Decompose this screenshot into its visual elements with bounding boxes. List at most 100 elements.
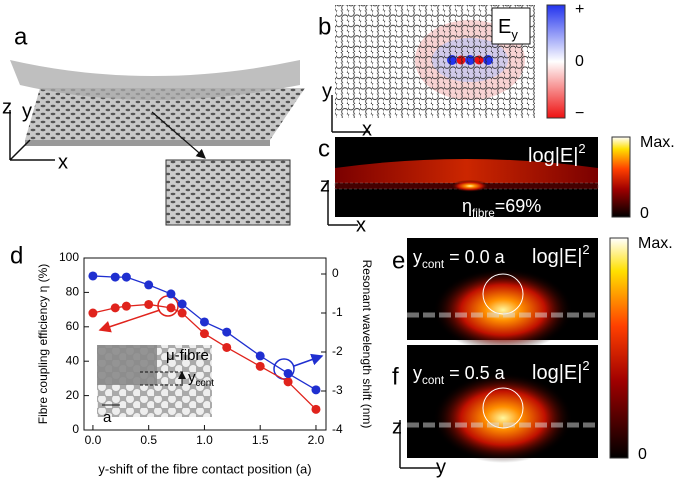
y-tick-label: 20 bbox=[66, 388, 80, 402]
plot-frame bbox=[83, 257, 327, 431]
colorbar-label: 0 bbox=[640, 205, 649, 222]
x-tick-label: 0.0 bbox=[85, 433, 102, 447]
efficiency-label-part: =69% bbox=[495, 196, 542, 216]
colorbar-label: Max. bbox=[640, 134, 675, 151]
y2-tick-label: -2 bbox=[332, 344, 343, 358]
y-tick-label: 100 bbox=[59, 250, 79, 264]
membrane-drawing bbox=[9, 60, 305, 226]
colorbar-label: Max. bbox=[638, 235, 673, 252]
axis-letter: y bbox=[436, 456, 446, 478]
y2-tick-label: 0 bbox=[332, 266, 339, 280]
intensity-map bbox=[334, 137, 599, 217]
data-point bbox=[110, 303, 120, 313]
colorbar-label: + bbox=[575, 1, 584, 18]
map-title: log|E|2 bbox=[532, 242, 590, 268]
axis-letter: y bbox=[322, 80, 332, 102]
y2-tick-label: -4 bbox=[332, 422, 343, 436]
x-tick-label: 1.5 bbox=[252, 433, 269, 447]
y2-tick-label: -3 bbox=[332, 383, 343, 397]
axis-letter: x bbox=[58, 151, 68, 173]
axes-icon bbox=[331, 95, 370, 133]
inset-label-part: cont bbox=[196, 378, 215, 389]
axes-icon bbox=[327, 180, 358, 226]
map-title-part: 2 bbox=[578, 141, 585, 156]
data-point bbox=[255, 351, 265, 361]
panel-label: a bbox=[14, 23, 28, 50]
y-tick-label: 40 bbox=[66, 353, 80, 367]
axis-letter: z bbox=[2, 96, 12, 118]
shift-label: ycont = 0.5 a bbox=[413, 363, 506, 387]
colorbar-label: 0 bbox=[638, 446, 647, 463]
colorbar bbox=[609, 237, 629, 459]
data-point bbox=[110, 272, 120, 282]
field-label-part: E bbox=[498, 16, 511, 38]
map-title: log|E|2 bbox=[532, 358, 590, 384]
panel-label: e bbox=[392, 247, 405, 274]
x-tick-label: 1.0 bbox=[196, 433, 213, 447]
data-point bbox=[144, 280, 154, 290]
shift-label-part: y bbox=[413, 363, 422, 383]
efficiency-label-part: η bbox=[462, 196, 472, 216]
colorbar-label: 0 bbox=[575, 53, 584, 70]
arrow bbox=[98, 309, 161, 333]
inset-label-part: y bbox=[188, 369, 196, 386]
data-point bbox=[283, 377, 293, 387]
data-point bbox=[88, 271, 98, 281]
y2-axis-label: Resonant wavelength shift (nm) bbox=[360, 260, 374, 429]
shift-label-part: y bbox=[413, 247, 422, 267]
data-point bbox=[166, 289, 176, 299]
data-point bbox=[283, 368, 293, 378]
data-point bbox=[311, 385, 321, 395]
data-point bbox=[255, 361, 265, 371]
y-tick-label: 0 bbox=[72, 422, 79, 436]
data-point bbox=[166, 303, 176, 313]
shift-label-part: cont bbox=[422, 374, 445, 387]
axes-icon bbox=[399, 420, 440, 469]
data-point bbox=[144, 299, 154, 309]
map-title-part: log|E| bbox=[532, 362, 582, 384]
inset-label: ycont bbox=[188, 369, 214, 389]
data-point bbox=[222, 327, 232, 337]
map-title-part: 2 bbox=[582, 358, 589, 373]
y2-tick-label: -1 bbox=[332, 305, 343, 319]
colorbar-label: − bbox=[575, 105, 584, 122]
field-label-part: y bbox=[511, 27, 518, 42]
inset-label: a bbox=[103, 409, 112, 426]
map-title-part: log|E| bbox=[528, 145, 578, 167]
map-title: log|E|2 bbox=[528, 141, 586, 167]
data-point bbox=[311, 404, 321, 414]
data-point bbox=[88, 308, 98, 318]
inset-label: μ-fibre bbox=[166, 347, 209, 364]
axis-letter: z bbox=[320, 174, 330, 196]
panel-label: f bbox=[392, 363, 399, 390]
data-point bbox=[121, 301, 131, 311]
panel-label: b bbox=[318, 13, 331, 40]
intensity-map bbox=[407, 345, 598, 463]
shift-label: ycont = 0.0 a bbox=[413, 247, 506, 271]
data-point bbox=[121, 272, 131, 282]
field-label: Ey bbox=[498, 16, 518, 42]
map-title-part: log|E| bbox=[532, 246, 582, 268]
map-title-part: 2 bbox=[582, 242, 589, 257]
efficiency-label: ηfibre=69% bbox=[462, 196, 541, 220]
colorbar bbox=[546, 4, 566, 119]
x-axis-label: y-shift of the fibre contact position (a… bbox=[98, 461, 311, 476]
y-tick-label: 60 bbox=[66, 319, 80, 333]
data-point bbox=[222, 342, 232, 352]
shift-label-part: cont bbox=[422, 258, 445, 271]
data-point bbox=[177, 299, 187, 309]
axis-letter: x bbox=[356, 214, 366, 236]
data-point bbox=[177, 308, 187, 318]
arrow bbox=[293, 353, 324, 367]
y-axis-label: Fibre coupling efficiency η (%) bbox=[36, 264, 50, 425]
efficiency-label-part: fibre bbox=[472, 207, 495, 220]
axis-letter: y bbox=[22, 100, 32, 122]
axis-letter: x bbox=[362, 118, 372, 140]
field-box bbox=[491, 7, 531, 45]
intensity-map bbox=[407, 238, 598, 352]
axis-letter: z bbox=[392, 416, 402, 438]
panel-label: c bbox=[318, 135, 330, 162]
inset-image bbox=[97, 345, 212, 417]
x-tick-label: 0.5 bbox=[140, 433, 157, 447]
